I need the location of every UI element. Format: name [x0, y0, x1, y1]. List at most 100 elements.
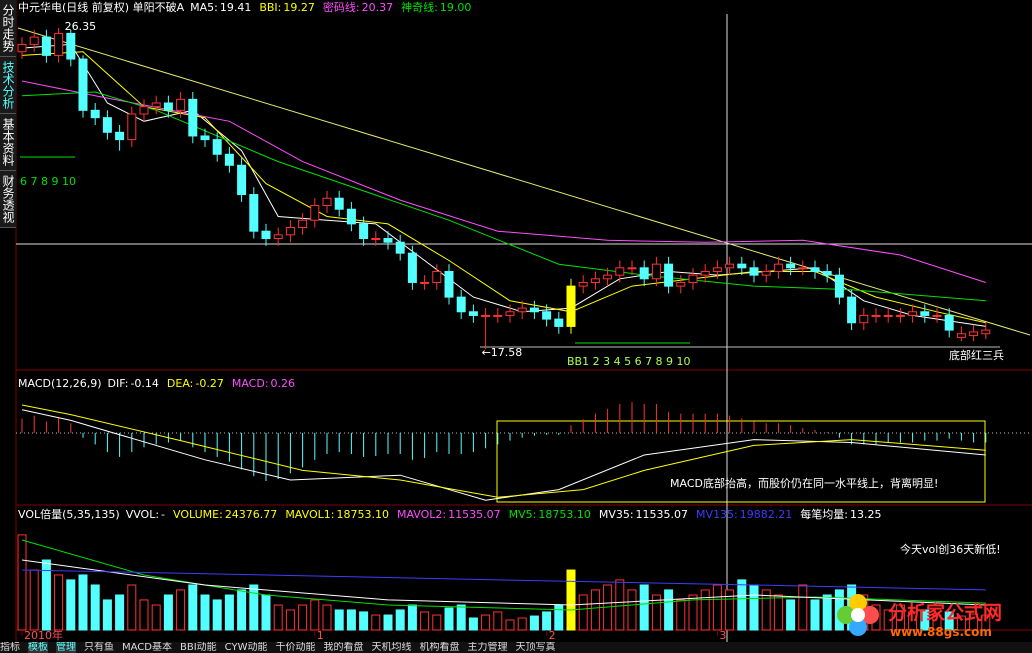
candle-body — [310, 205, 320, 221]
candle-body — [346, 208, 356, 225]
bottom-tab[interactable]: 管理 — [56, 642, 76, 653]
volume-bar — [956, 615, 966, 631]
volume-bar — [102, 599, 112, 631]
candle-body — [285, 227, 295, 236]
candle-body — [127, 113, 137, 141]
candle-body — [420, 281, 430, 284]
header-item: - — [161, 508, 165, 521]
volume-bar — [981, 614, 991, 631]
header-item: VOLUME: — [173, 508, 223, 521]
sidebar-tab[interactable]: 技术分析 — [0, 57, 16, 114]
bottom-tab[interactable]: 指标 — [0, 642, 20, 653]
bottom-tab[interactable]: 主力管理 — [467, 642, 508, 653]
volume-bar — [444, 607, 454, 631]
volume-bar — [54, 574, 64, 631]
candle-body — [712, 267, 722, 272]
volume-bar — [346, 609, 356, 631]
volume-bar — [359, 611, 369, 631]
candle-body — [432, 270, 442, 283]
candle-body — [590, 278, 600, 283]
volume-bar — [908, 611, 918, 631]
candle-body — [956, 333, 966, 338]
candle-body — [822, 270, 832, 276]
candle-body — [859, 314, 869, 324]
volume-bar — [627, 589, 637, 631]
candle-body — [786, 263, 796, 269]
indicator-line — [21, 91, 986, 302]
volume-bar — [688, 594, 698, 631]
volume-bar — [725, 589, 735, 631]
sidebar-tab[interactable]: 分时走势 — [0, 0, 16, 57]
bottom-tab[interactable]: BBI动能 — [179, 642, 217, 653]
candle-body — [102, 117, 112, 133]
indicator-line — [21, 569, 986, 591]
bottom-tab[interactable]: 天顶写真 — [515, 642, 556, 653]
volume-bar — [29, 569, 39, 631]
header-item: VOL倍量(5,35,135) — [18, 507, 120, 521]
candle-body — [359, 223, 369, 240]
header-item: -0.14 — [130, 377, 158, 390]
header-item: 20.37 — [362, 1, 394, 14]
volume-bar — [615, 579, 625, 631]
candle-body — [90, 109, 100, 119]
candle-body — [468, 311, 478, 316]
bottom-tab[interactable]: 只有鱼 — [84, 642, 114, 653]
sidebar-tab[interactable]: 财务透视 — [0, 171, 16, 228]
volume-bar — [895, 604, 905, 631]
volume-bar — [639, 584, 649, 631]
header-item: -0.27 — [195, 377, 223, 390]
candle-body — [944, 314, 954, 331]
volume-bar — [712, 584, 722, 631]
header-item: 神奇线: — [401, 0, 438, 14]
candle-body — [566, 285, 576, 327]
x-tick-label: 2 — [549, 629, 556, 642]
bottom-tab[interactable]: 天机均线 — [371, 642, 412, 653]
candle-body — [224, 153, 234, 166]
candle-body — [627, 267, 637, 270]
candle-body — [542, 311, 552, 320]
bottom-tab[interactable]: 机构看盘 — [419, 642, 460, 653]
volume-bar — [529, 615, 539, 631]
bottom-tab[interactable]: MACD基本 — [122, 642, 172, 653]
candle-body — [481, 314, 491, 317]
annotation: MACD底部抬高，而股价仍在同一水平线上，背离明显! — [670, 476, 938, 490]
candle-body — [847, 296, 857, 324]
candle-body — [529, 307, 539, 313]
bottom-tab[interactable]: 模板 — [28, 642, 48, 653]
candle-body — [78, 58, 88, 111]
candle-body — [688, 274, 698, 283]
candle-body — [176, 98, 186, 111]
header-item: MV5: — [509, 508, 537, 521]
volume-bar — [468, 617, 478, 631]
header-item: 每笔均量: — [800, 507, 848, 521]
candle-body — [651, 263, 661, 280]
bottom-tab[interactable]: CYW动能 — [224, 642, 268, 653]
header-item: MV135: — [696, 508, 738, 521]
volume-bar — [554, 604, 564, 631]
candle-body — [603, 274, 613, 280]
candle-body — [383, 238, 393, 243]
bottom-tab[interactable]: 千价动能 — [275, 642, 316, 653]
volume-bar — [505, 619, 515, 631]
candle-body — [554, 318, 564, 327]
candle-body — [322, 197, 332, 207]
indicator-line — [21, 409, 986, 501]
volume-bar — [749, 584, 759, 631]
header-item: 19.27 — [283, 1, 315, 14]
header-item: MACD: — [232, 377, 269, 390]
header-item: 18753.10 — [336, 508, 389, 521]
header-item: MA5: — [190, 1, 218, 14]
volume-bar — [566, 569, 576, 631]
watermark-url: www.88gs.com — [890, 625, 992, 639]
volume-bar — [41, 559, 51, 631]
watermark-title: 分析家公式网 — [888, 602, 1003, 624]
candle-body — [505, 311, 515, 316]
volume-bar — [737, 579, 747, 631]
volume-bar — [115, 594, 125, 631]
volume-bar — [920, 609, 930, 631]
volume-bar — [322, 604, 332, 631]
bottom-tab[interactable]: 我的看盘 — [323, 642, 364, 653]
volume-bar — [261, 594, 271, 631]
sidebar-tab[interactable]: 基本资料 — [0, 114, 16, 171]
